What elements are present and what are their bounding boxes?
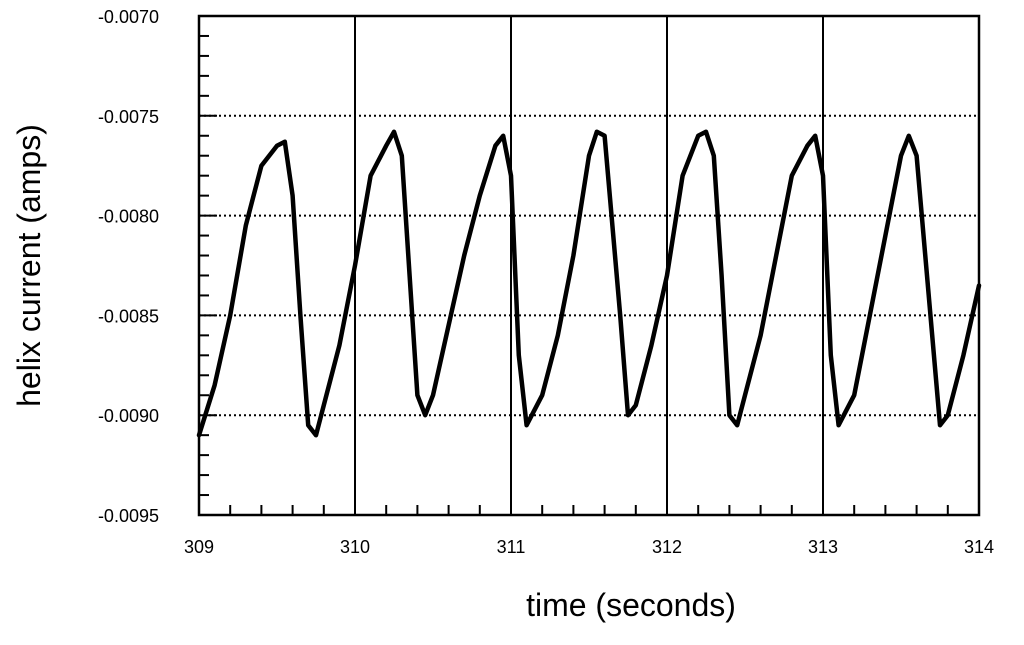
- y-tick-label: -0.0095: [98, 506, 159, 526]
- x-tick-labels: 309 310 311 312 313 314: [184, 537, 994, 557]
- x-tick-label: 312: [652, 537, 682, 557]
- y-tick-label: -0.0080: [98, 207, 159, 227]
- plot-frame: [197, 14, 981, 517]
- series-line-helix-current: [196, 129, 982, 438]
- y-tick-label: -0.0090: [98, 406, 159, 426]
- y-tick-label: -0.0075: [98, 107, 159, 127]
- y-tick-labels: -0.0095 -0.0090 -0.0085 -0.0080 -0.0075 -0.00…: [98, 7, 159, 526]
- y-axis-title: helix current (amps): [11, 124, 47, 407]
- y-tick-label: -0.0085: [98, 306, 159, 326]
- x-tick-label: 311: [497, 537, 526, 557]
- y-tick-label: -0.0070: [98, 7, 159, 27]
- x-tick-label: 313: [808, 537, 838, 557]
- x-tick-label: 309: [184, 537, 214, 557]
- x-axis-title: time (seconds): [526, 587, 736, 623]
- x-tick-label: 310: [340, 537, 370, 557]
- x-tick-label: 314: [964, 537, 994, 557]
- grid-lines: [199, 16, 979, 515]
- axis-ticks: [198, 15, 980, 516]
